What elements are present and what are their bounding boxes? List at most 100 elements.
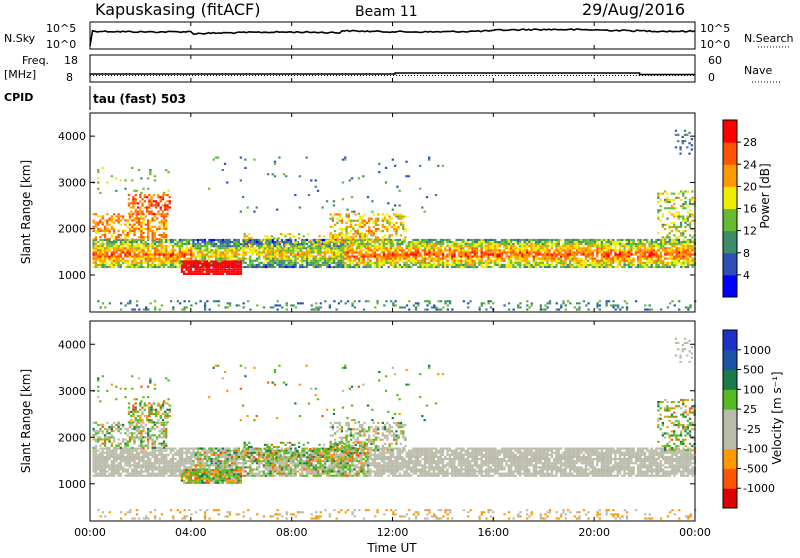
velocity-cell (131, 473, 133, 475)
power-cell (673, 258, 675, 260)
power-cell (393, 228, 395, 230)
power-cell (614, 247, 616, 249)
power-cell (186, 245, 188, 247)
power-cell (238, 273, 240, 275)
power-cell (535, 258, 537, 260)
power-cell (689, 203, 691, 205)
velocity-cell (120, 454, 122, 456)
power-cell (246, 246, 248, 248)
power-cell (330, 226, 332, 228)
power-cell (208, 251, 210, 253)
power-cell (111, 247, 113, 249)
power-cell (299, 243, 301, 245)
power-cell (673, 243, 675, 245)
power-cell (692, 249, 694, 251)
power-cell (158, 264, 160, 266)
power-cell (544, 249, 546, 251)
power-cell (353, 249, 355, 251)
power-cell (213, 273, 215, 275)
power-cell (492, 266, 494, 268)
power-cell (177, 266, 179, 268)
velocity-cell (147, 454, 149, 456)
power-cell (313, 239, 315, 241)
power-cell (363, 309, 365, 311)
power-cell (377, 224, 379, 226)
power-cell (192, 271, 194, 273)
power-cell (188, 247, 190, 249)
power-cell (410, 260, 412, 262)
power-cell (400, 218, 402, 220)
power-cell (657, 218, 659, 220)
velocity-cell (152, 471, 154, 473)
power-cell (122, 230, 124, 232)
power-cell (206, 260, 208, 262)
power-cell (569, 302, 571, 304)
power-cell (481, 260, 483, 262)
power-cell (680, 226, 682, 228)
power-cell (266, 246, 268, 248)
power-cell (431, 258, 433, 260)
power-cell (422, 245, 424, 247)
power-cell (415, 251, 417, 253)
power-cell (295, 306, 297, 308)
power-cell (664, 264, 666, 266)
power-cell (222, 239, 224, 241)
power-cell (291, 235, 293, 237)
power-cell (637, 245, 639, 247)
velocity-cell (142, 475, 144, 477)
power-cell (108, 238, 110, 240)
power-cell (154, 249, 156, 251)
power-cell (417, 262, 419, 264)
power-cell (219, 265, 221, 267)
power-cell (530, 239, 532, 241)
power-cell (617, 254, 619, 256)
velocity-cell (106, 450, 108, 452)
power-cell (521, 264, 523, 266)
power-cell (154, 309, 156, 311)
power-cell (164, 209, 166, 211)
velocity-cell (133, 468, 135, 470)
power-cell (253, 248, 255, 250)
power-cell (621, 243, 623, 245)
power-cell (682, 203, 684, 205)
power-cell (199, 260, 201, 262)
power-cell (526, 256, 528, 258)
power-cell (263, 264, 265, 266)
power-cell (492, 245, 494, 247)
power-cell (585, 249, 587, 251)
power-cell (208, 258, 210, 260)
power-cell (431, 241, 433, 243)
power-cell (245, 254, 247, 256)
power-cell (642, 241, 644, 243)
power-cell (422, 260, 424, 262)
power-cell (544, 251, 546, 253)
power-cell (174, 243, 176, 245)
power-cell (102, 245, 104, 247)
power-cell (148, 213, 150, 215)
power-cell (113, 266, 115, 268)
power-cell (492, 239, 494, 241)
power-cell (424, 245, 426, 247)
power-cell (282, 233, 284, 235)
power-cell (431, 256, 433, 258)
power-cell (102, 251, 104, 253)
power-cell (680, 262, 682, 264)
power-cell (254, 239, 256, 241)
power-cell (639, 254, 641, 256)
velocity-cell (131, 475, 133, 477)
power-cell (363, 262, 365, 264)
power-cell (145, 215, 147, 217)
power-cell (679, 148, 681, 150)
power-cell (612, 260, 614, 262)
power-cell (298, 237, 300, 239)
power-cell (373, 213, 375, 215)
power-cell (585, 256, 587, 258)
power-cell (485, 266, 487, 268)
power-cell (108, 266, 110, 268)
power-cell (162, 204, 164, 206)
power-cell (476, 247, 478, 249)
power-cell (397, 239, 399, 241)
power-cell (469, 262, 471, 264)
power-cell (481, 247, 483, 249)
power-cell (657, 245, 659, 247)
